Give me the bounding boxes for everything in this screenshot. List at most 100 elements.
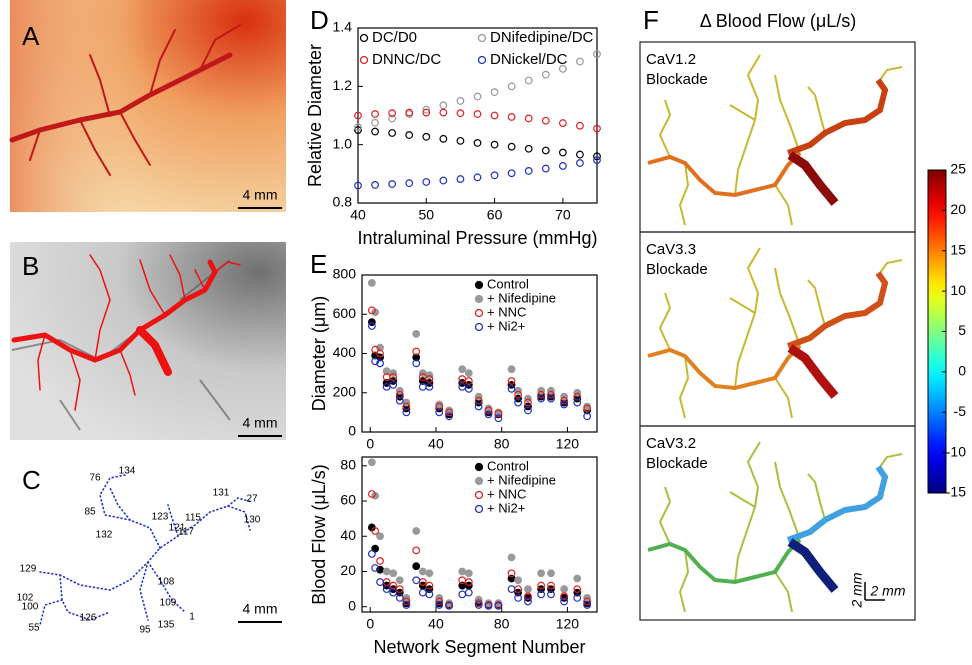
point (593, 50, 601, 59)
y-tick-label: 1.4 (333, 19, 353, 35)
point (558, 119, 567, 127)
legend-marker (477, 55, 487, 65)
point (560, 585, 569, 594)
point (464, 384, 473, 393)
legend-label: + NNC (487, 486, 526, 501)
point (382, 585, 391, 594)
point (389, 369, 398, 378)
point (583, 404, 592, 413)
point (573, 574, 582, 583)
point (389, 588, 398, 597)
point (547, 581, 555, 590)
node-label: 55 (28, 623, 40, 634)
point (558, 64, 567, 73)
x-tick-label: 0 (366, 436, 374, 452)
node-label: 95 (139, 625, 151, 636)
point (514, 576, 523, 585)
blockade-label: Blockade (646, 261, 708, 278)
point (425, 581, 434, 590)
point (524, 597, 532, 606)
legend-label: + Ni2+ (487, 500, 525, 515)
point (388, 180, 397, 188)
point (593, 156, 601, 165)
point (371, 564, 380, 572)
node-label: 129 (20, 564, 37, 575)
point (541, 146, 550, 155)
point (490, 88, 499, 97)
point (484, 406, 493, 415)
y-tick-label: 1.2 (333, 77, 353, 93)
node-label: 134 (119, 466, 136, 477)
point (583, 412, 592, 421)
point (464, 377, 473, 385)
y-tick-label: 80 (340, 457, 356, 473)
point (524, 592, 532, 601)
point (418, 567, 427, 576)
scale-label: 4 mm (243, 601, 278, 617)
point (573, 398, 582, 407)
point (376, 557, 384, 565)
legend-marker (474, 476, 484, 486)
x-tick-label: 40 (428, 436, 444, 452)
legend-label: DNifedipine/DC (490, 29, 594, 46)
node-label: 117 (178, 527, 194, 538)
node-label: 27 (246, 494, 258, 505)
panel-letter: E (310, 249, 327, 279)
legend-marker (474, 322, 484, 332)
x-tick-label: 70 (555, 207, 571, 223)
point (402, 408, 411, 417)
colorbar-tick-label: 10 (950, 282, 966, 298)
point (514, 394, 523, 403)
point (439, 101, 448, 110)
point (490, 111, 499, 120)
node-label: 115 (185, 513, 201, 524)
point (583, 601, 592, 609)
x-tick-label: 0 (366, 616, 374, 632)
point (405, 179, 414, 188)
f-box (639, 425, 916, 621)
y-tick-label: 0 (348, 423, 356, 439)
point (367, 318, 376, 327)
point (376, 349, 384, 358)
point (547, 590, 555, 599)
scale-label: 2 mm (849, 572, 865, 608)
point (464, 578, 473, 586)
point (367, 458, 376, 467)
point (474, 396, 483, 405)
point (547, 386, 555, 395)
plot-frame (361, 456, 598, 613)
point (376, 353, 384, 362)
legend-marker (474, 504, 484, 514)
point (376, 359, 384, 368)
point (507, 82, 516, 91)
point (537, 590, 546, 599)
y-tick-label: 1.0 (333, 135, 353, 151)
y-tick-label: 600 (333, 305, 357, 321)
point (445, 412, 453, 421)
point (354, 126, 362, 134)
point (395, 585, 404, 594)
point (371, 118, 379, 127)
point (439, 134, 448, 143)
point (494, 409, 503, 418)
point (456, 175, 465, 183)
point (474, 601, 483, 609)
point (507, 113, 516, 121)
point (439, 108, 448, 117)
scale-label: 4 mm (243, 415, 278, 431)
legend-label: DNickel/DC (490, 51, 568, 68)
point (473, 139, 482, 147)
colorbar-tick-label: 0 (958, 363, 966, 379)
point (524, 144, 533, 153)
point (456, 136, 465, 145)
point (402, 601, 411, 609)
point (473, 173, 482, 182)
legend-marker (359, 55, 369, 65)
point (558, 162, 567, 170)
point (490, 140, 499, 149)
point (425, 569, 434, 578)
point (458, 567, 467, 576)
node-label: 132 (96, 530, 113, 541)
point (474, 402, 483, 411)
node-label: 121 (169, 523, 186, 534)
